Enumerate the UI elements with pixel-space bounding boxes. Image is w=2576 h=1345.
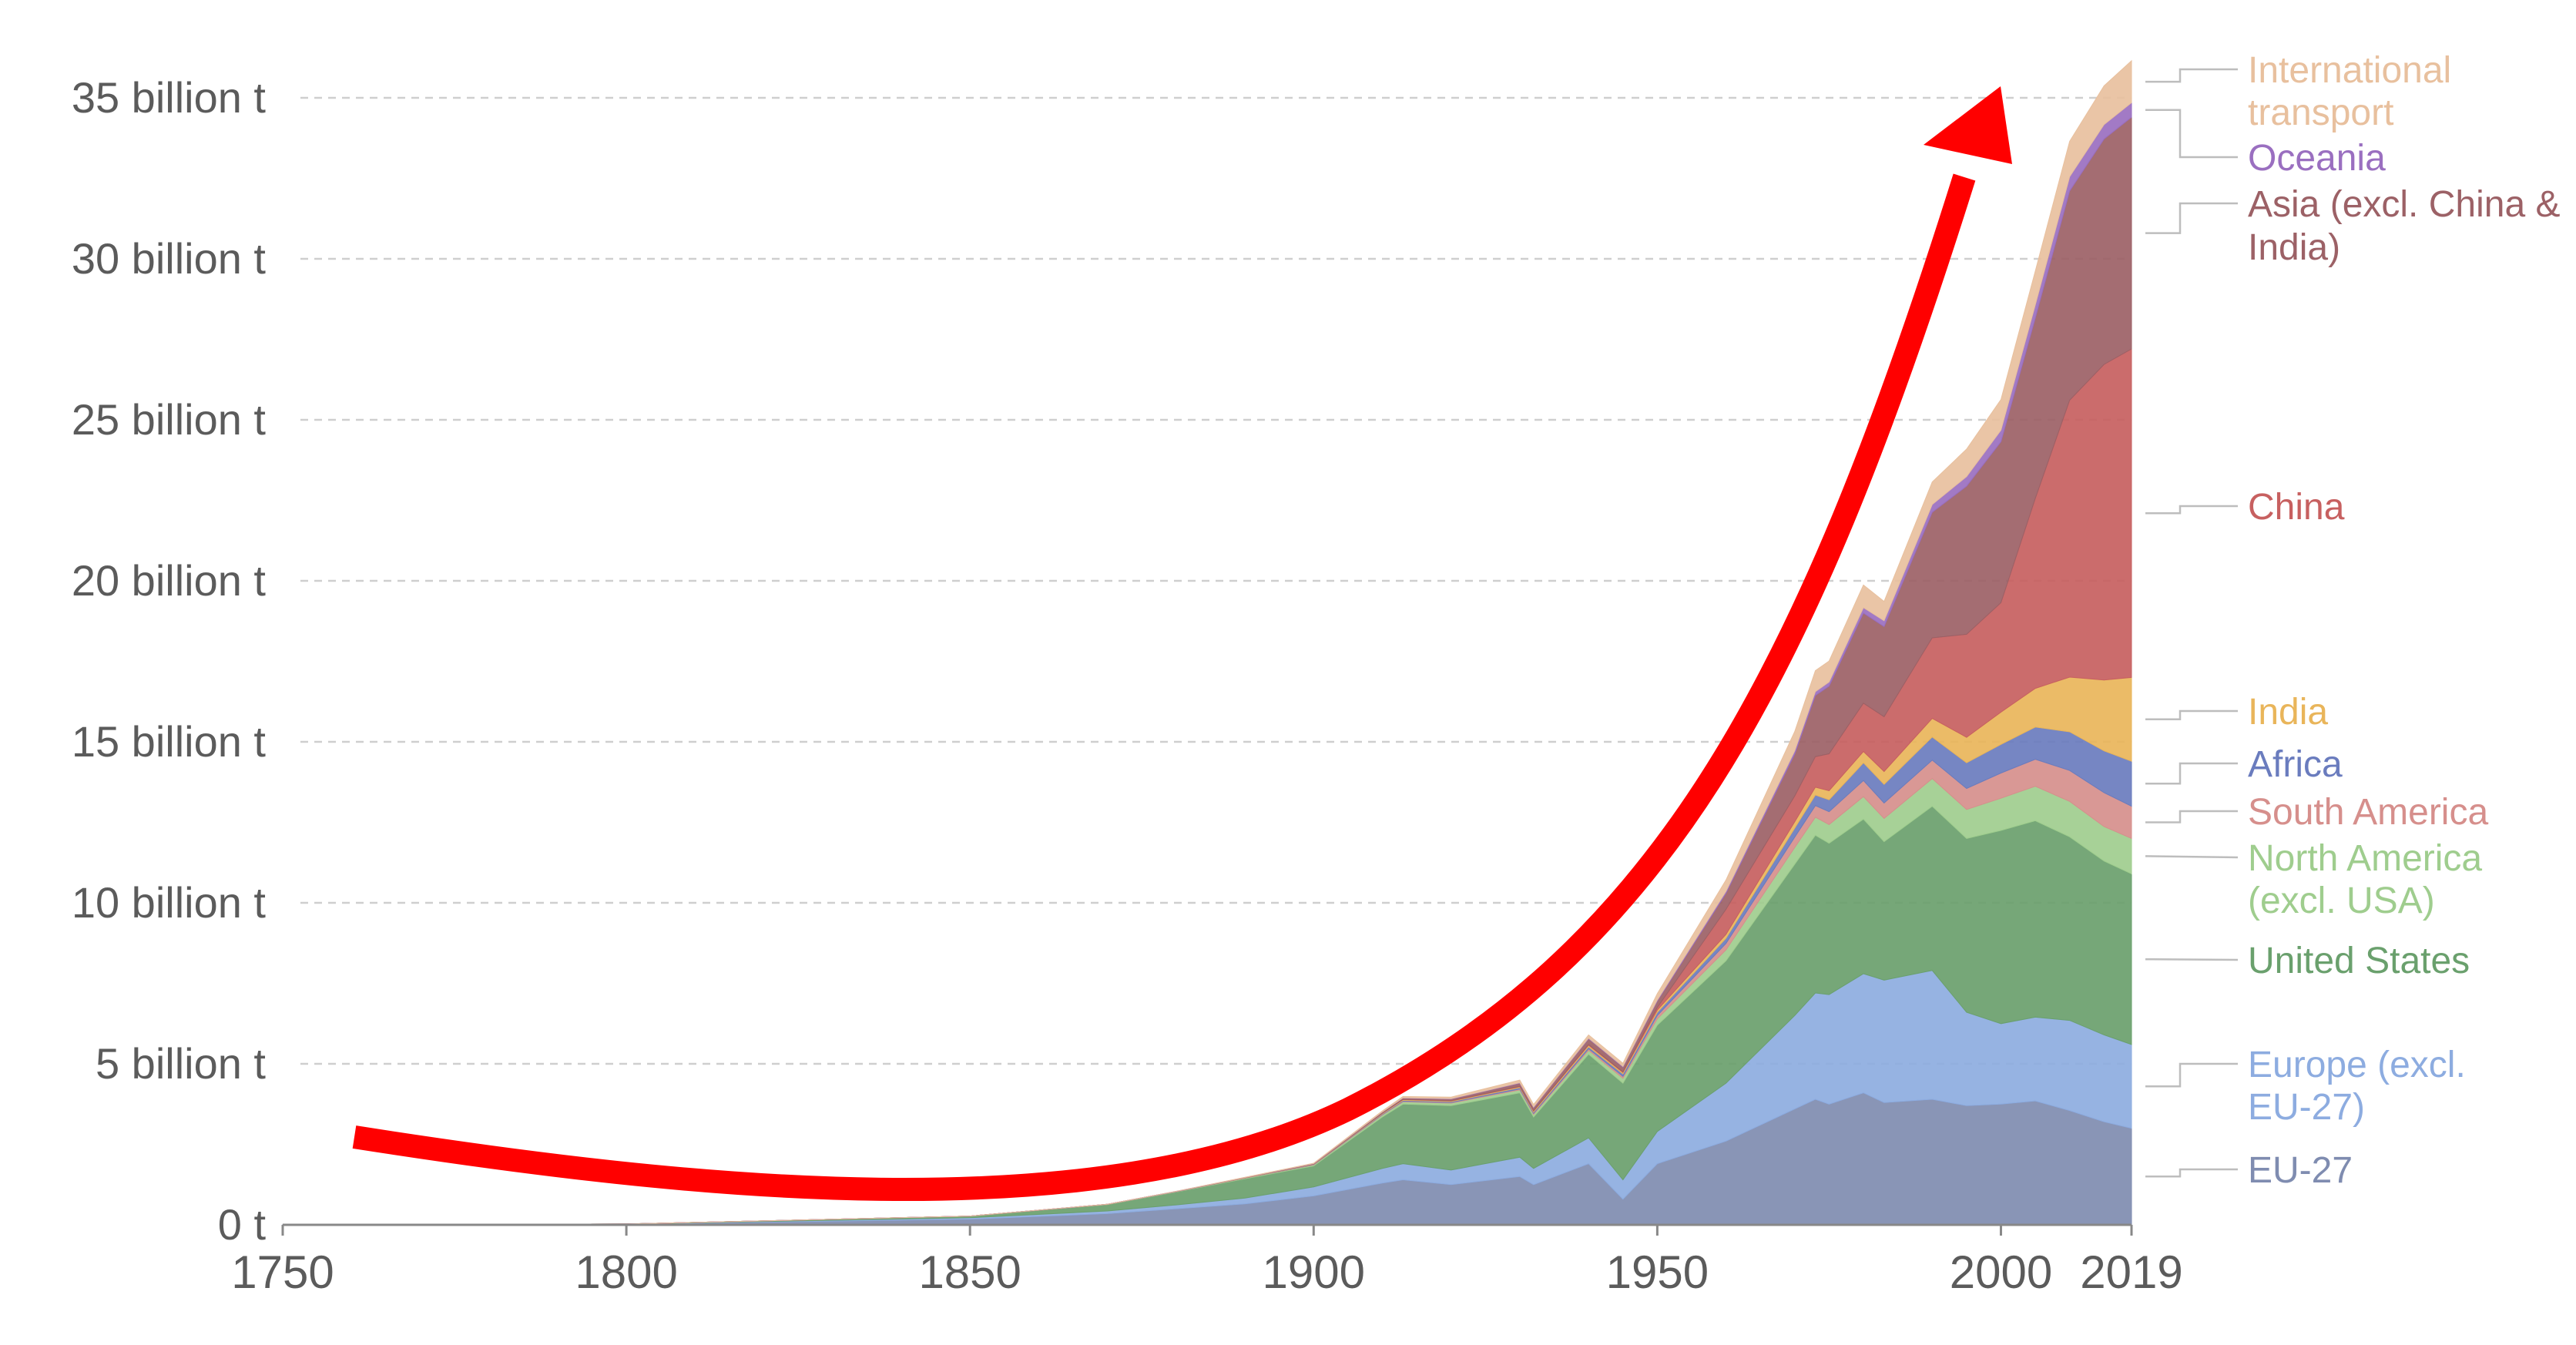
legend-label-line: transport xyxy=(2248,92,2393,133)
y-tick-label: 10 billion t xyxy=(72,878,267,927)
grid-layer xyxy=(300,96,2132,1065)
area-international-transport xyxy=(282,59,2132,1226)
legend-connector xyxy=(2145,762,2238,785)
legend-label-line: Europe (excl. xyxy=(2248,1045,2466,1085)
legend-label-eu-27: EU-27 xyxy=(2248,1150,2353,1191)
y-tick-label: 35 billion t xyxy=(72,73,267,122)
red-arrow-icon xyxy=(352,173,1976,1202)
legend-label-europe-excl-eu-27: Europe (excl. EU-27) xyxy=(2248,1045,2466,1128)
legend-label-south-america: South America xyxy=(2248,792,2488,833)
legend-connector xyxy=(2145,855,2239,859)
legend-label-line: EU-27 xyxy=(2248,1150,2353,1191)
legend-label-line: (excl. USA) xyxy=(2248,880,2435,921)
legend-label-line: India) xyxy=(2248,227,2340,268)
y-tick-label: 25 billion t xyxy=(72,395,267,444)
x-tick-label: 1950 xyxy=(1606,1246,1709,1298)
legend-label-line: North America xyxy=(2248,838,2482,879)
x-tick-label: 1850 xyxy=(918,1246,1021,1298)
x-tick-label: 1800 xyxy=(575,1246,677,1298)
legend-label-line: International xyxy=(2248,50,2451,91)
legend-label-line: EU-27) xyxy=(2248,1087,2365,1128)
legend-label-line: China xyxy=(2248,487,2345,528)
legend-label-china: China xyxy=(2248,487,2345,528)
legend-label-united-states: United States xyxy=(2248,941,2470,981)
axis-layer: 0 t 5 billion t 10 billion t 15 billion t 20… xyxy=(72,73,2183,1298)
y-tick-label: 5 billion t xyxy=(96,1039,266,1088)
red-arrowhead-icon xyxy=(1924,86,2012,164)
legend-connector xyxy=(2145,1062,2238,1088)
x-tick-label: 1750 xyxy=(231,1246,334,1298)
x-tick-label: 2000 xyxy=(1950,1246,2052,1298)
legend-label-africa: Africa xyxy=(2248,744,2343,785)
legend-label-line: United States xyxy=(2248,941,2470,981)
legend-label-north-america-excl-usa: North America (excl. USA) xyxy=(2248,838,2482,921)
legend-label-india: India xyxy=(2248,692,2328,733)
legend-label-international-transport: International transport xyxy=(2248,50,2451,133)
legend-layer: International transport Oceania Asia (excl.… xyxy=(2145,50,2561,1191)
legend-connector xyxy=(2145,810,2238,823)
y-tick-label: 20 billion t xyxy=(72,556,267,605)
legend-label-line: Africa xyxy=(2248,744,2343,785)
legend-connector xyxy=(2145,68,2238,83)
legend-label-line: Asia (excl. China & xyxy=(2248,184,2561,225)
annotation-arrow-layer xyxy=(352,86,2012,1202)
legend-label-asia-excl-china-india: Asia (excl. China & India) xyxy=(2248,184,2561,268)
legend-connector xyxy=(2145,958,2239,961)
legend-connector xyxy=(2145,1168,2238,1178)
x-tick-label: 1900 xyxy=(1263,1246,1365,1298)
y-tick-label: 0 t xyxy=(218,1200,267,1249)
legend-connector xyxy=(2145,109,2238,159)
y-tick-label: 30 billion t xyxy=(72,234,267,283)
legend-connector xyxy=(2145,505,2238,515)
legend-label-line: Oceania xyxy=(2248,138,2386,179)
legend-connector xyxy=(2145,709,2238,720)
legend-label-line: India xyxy=(2248,692,2328,733)
legend-connector xyxy=(2145,202,2238,234)
legend-label-oceania: Oceania xyxy=(2248,138,2386,179)
y-tick-label: 15 billion t xyxy=(72,717,267,766)
legend-label-line: South America xyxy=(2248,792,2488,833)
x-tick-label: 2019 xyxy=(2080,1246,2182,1298)
area-layer xyxy=(282,59,2132,1226)
